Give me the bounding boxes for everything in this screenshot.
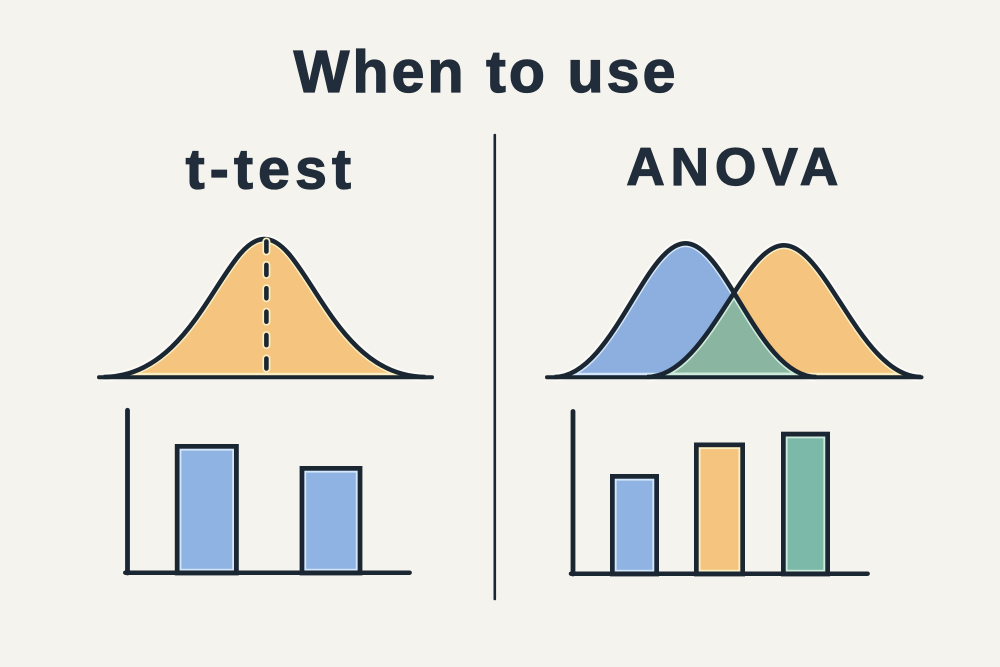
- svg-text:t-test: t-test: [186, 138, 357, 202]
- svg-text:ANOVA: ANOVA: [626, 138, 844, 197]
- svg-text:When to use: When to use: [294, 39, 679, 105]
